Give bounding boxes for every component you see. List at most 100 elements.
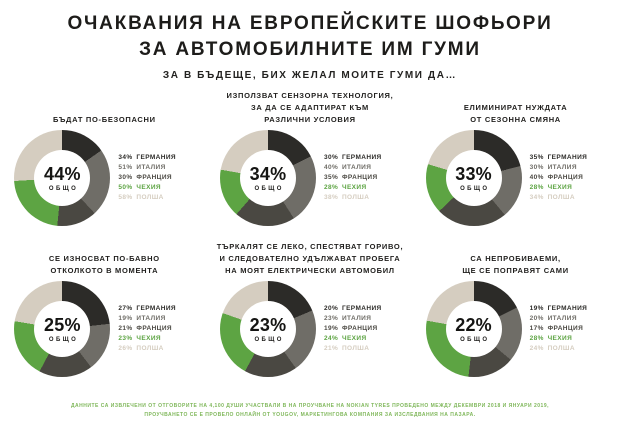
donut-chart: 33% ОБЩО (425, 130, 522, 227)
legend-country: ФРАНЦИЯ (136, 325, 172, 333)
chart-title: СА НЕПРОБИВАЕМИ, ЩЕ СЕ ПОПРАВЯТ САМИ (462, 254, 569, 275)
legend-value: 28% (323, 184, 339, 192)
legend-item: 23% ИТАЛИЯ (324, 314, 400, 324)
donut-center: 34% ОБЩО (239, 150, 296, 207)
donut-center: 23% ОБЩО (239, 301, 296, 358)
legend-country: ГЕРМАНИЯ (341, 154, 382, 162)
legend-country: ФРАНЦИЯ (136, 174, 172, 182)
legend-item: 28% ЧЕХИЯ (324, 183, 400, 193)
legend-country: ИТАЛИЯ (136, 315, 166, 323)
legend-country: ФРАНЦИЯ (547, 174, 584, 182)
legend-item: 19% ФРАНЦИЯ (324, 324, 400, 334)
total-value: 25% (44, 315, 81, 336)
legend-item: 30% ИТАЛИЯ (530, 163, 606, 173)
total-value: 22% (455, 315, 492, 336)
total-label: ОБЩО (460, 186, 490, 193)
legend-value: 34% (529, 194, 544, 202)
legend-value: 40% (529, 174, 544, 182)
legend-country: ЧЕХИЯ (136, 184, 161, 192)
legend-country: ИТАЛИЯ (136, 164, 166, 172)
chart-row: 25% ОБЩО 27% ГЕРМАНИЯ 19% ИТАЛИЯ 21% ФРАНЦИЯ 2… (14, 281, 194, 378)
legend-country: ФРАНЦИЯ (547, 325, 584, 333)
legend-country: ЧЕХИЯ (547, 184, 573, 192)
chart-row: 23% ОБЩО 20% ГЕРМАНИЯ 23% ИТАЛИЯ 19% ФРАНЦИЯ 2… (219, 281, 400, 378)
total-value: 23% (249, 315, 287, 336)
legend-country: ЧЕХИЯ (136, 335, 161, 343)
legend-item: 23% ЧЕХИЯ (118, 334, 194, 344)
legend-item: 20% ИТАЛИЯ (530, 314, 606, 324)
legend-country: ГЕРМАНИЯ (341, 305, 382, 313)
legend-country: ИТАЛИЯ (547, 315, 577, 323)
legend-item: 19% ГЕРМАНИЯ (530, 304, 606, 314)
chart-row: 44% ОБЩО 34% ГЕРМАНИЯ 51% ИТАЛИЯ 30% ФРАНЦИЯ 5… (14, 130, 194, 227)
chart-title: ИЗПОЛЗВАТ СЕНЗОРНА ТЕХНОЛОГИЯ, ЗА ДА СЕ … (226, 91, 394, 124)
legend-item: 17% ФРАНЦИЯ (530, 324, 606, 334)
chart-legend: 30% ГЕРМАНИЯ 40% ИТАЛИЯ 35% ФРАНЦИЯ 28% ЧЕХИЯ 38… (324, 153, 400, 203)
legend-item: 30% ФРАНЦИЯ (118, 173, 194, 183)
donut-chart-module: СА НЕПРОБИВАЕМИ, ЩЕ СЕ ПОПРАВЯТ САМИ 22%… (423, 240, 608, 378)
legend-item: 38% ПОЛША (324, 193, 400, 203)
legend-value: 19% (118, 315, 133, 323)
legend-value: 24% (529, 345, 544, 353)
legend-value: 34% (118, 154, 133, 162)
legend-item: 26% ПОЛША (118, 344, 194, 354)
legend-value: 26% (118, 345, 133, 353)
legend-value: 28% (529, 184, 544, 192)
legend-item: 24% ПОЛША (530, 344, 606, 354)
legend-value: 21% (118, 325, 133, 333)
donut-chart: 34% ОБЩО (219, 130, 316, 227)
legend-item: 20% ГЕРМАНИЯ (324, 304, 400, 314)
legend-item: 21% ФРАНЦИЯ (118, 324, 194, 334)
legend-country: ЧЕХИЯ (341, 335, 367, 343)
donut-center: 22% ОБЩО (445, 301, 502, 358)
legend-value: 30% (529, 164, 544, 172)
page-title: ОЧАКВАНИЯ НА ЕВРОПЕЙСКИТЕ ШОФЬОРИ ЗА АВТ… (67, 13, 553, 60)
total-value: 33% (455, 164, 492, 185)
legend-value: 17% (529, 325, 544, 333)
total-value: 34% (249, 164, 287, 185)
legend-item: 40% ИТАЛИЯ (324, 163, 400, 173)
legend-country: ПОЛША (136, 345, 164, 353)
chart-title: ЕЛИМИНИРАТ НУЖДАТА ОТ СЕЗОННА СМЯНА (463, 103, 568, 124)
legend-value: 28% (529, 335, 544, 343)
legend-value: 20% (529, 315, 544, 323)
legend-item: 34% ПОЛША (530, 193, 606, 203)
legend-item: 27% ГЕРМАНИЯ (118, 304, 194, 314)
legend-value: 50% (118, 184, 133, 192)
legend-item: 58% ПОЛША (118, 193, 194, 203)
page-subtitle: ЗА В БЪДЕЩЕ, БИХ ЖЕЛАЛ МОИТЕ ГУМИ ДА… (162, 70, 458, 82)
legend-value: 27% (118, 305, 133, 313)
legend-value: 51% (118, 164, 133, 172)
legend-value: 30% (118, 174, 133, 182)
donut-chart: 44% ОБЩО (14, 130, 111, 227)
legend-item: 35% ФРАНЦИЯ (324, 173, 400, 183)
total-value: 44% (44, 164, 81, 185)
legend-item: 40% ФРАНЦИЯ (530, 173, 606, 183)
donut-center: 25% ОБЩО (34, 301, 91, 358)
legend-country: ГЕРМАНИЯ (136, 305, 176, 313)
legend-item: 24% ЧЕХИЯ (324, 334, 400, 344)
legend-country: ИТАЛИЯ (341, 315, 372, 323)
donut-chart-module: ТЪРКАЛЯТ СЕ ЛЕКО, СПЕСТЯВАТ ГОРИВО, И СЛ… (197, 240, 423, 378)
footer: ДАННИТЕ СА ИЗВЛЕЧЕНИ ОТ ОТГОВОРИТЕ НА 4,… (0, 402, 620, 427)
chart-title: БЪДАТ ПО-БЕЗОПАСНИ (53, 114, 156, 124)
legend-country: ГЕРМАНИЯ (547, 154, 588, 162)
legend-country: ПОЛША (136, 194, 164, 202)
donut-chart: 25% ОБЩО (14, 281, 111, 378)
legend-value: 19% (529, 305, 544, 313)
total-label: ОБЩО (48, 337, 79, 344)
legend-item: 30% ГЕРМАНИЯ (324, 153, 400, 163)
legend-value: 23% (323, 315, 339, 323)
footnote-line-2: ПРОУЧВАНЕТО СЕ Е ПРОВЕЛО ОНЛАЙН ОТ YOUGO… (144, 412, 476, 418)
legend-value: 35% (323, 174, 339, 182)
total-label: ОБЩО (48, 186, 79, 193)
legend-country: ЧЕХИЯ (547, 335, 573, 343)
legend-value: 30% (323, 154, 339, 162)
total-label: ОБЩО (254, 337, 284, 344)
legend-value: 24% (323, 335, 339, 343)
chart-legend: 35% ГЕРМАНИЯ 30% ИТАЛИЯ 40% ФРАНЦИЯ 28% ЧЕХИЯ 34… (530, 153, 606, 203)
chart-title: СЕ ИЗНОСВАТ ПО-БАВНО ОТКОЛКОТО В МОМЕНТА (48, 254, 160, 275)
legend-country: ЧЕХИЯ (341, 184, 367, 192)
legend-country: ИТАЛИЯ (547, 164, 577, 172)
